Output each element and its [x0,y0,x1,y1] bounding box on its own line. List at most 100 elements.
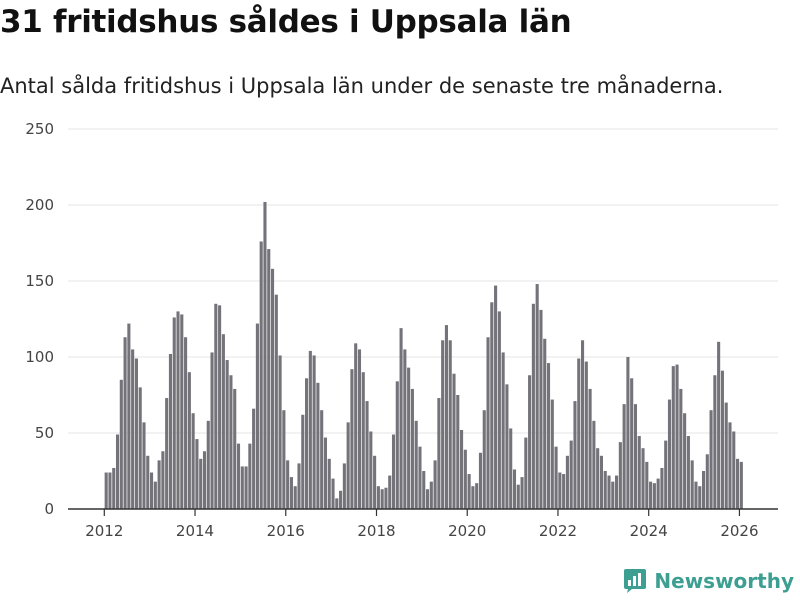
bar [146,455,150,509]
bar [339,490,343,509]
bar [425,489,430,509]
bar [562,474,566,509]
data-labels: 31 [738,110,757,114]
bar [724,402,728,509]
bar [452,373,456,509]
bar [732,431,736,509]
data-label: 31 [738,110,757,114]
bar [115,434,120,509]
bar [403,349,407,509]
bar [656,478,660,509]
bar [637,436,641,509]
bar [686,436,690,509]
bar [236,443,241,509]
bar [577,358,581,509]
bar [286,460,290,509]
bar [615,475,619,509]
bar [736,458,740,509]
bar [229,375,233,509]
bar [456,395,460,509]
bar [441,340,445,509]
bar [486,337,490,509]
y-tick-label: 50 [35,424,54,442]
bar [565,455,569,509]
bar [289,477,293,509]
bar [335,498,339,509]
bar [720,370,724,509]
bar [297,463,301,509]
x-tick-label: 2016 [267,522,305,540]
bar [554,446,558,509]
bar [172,317,176,509]
bar [399,328,403,509]
bar [316,382,320,509]
bar [596,448,600,509]
y-tick-label: 200 [25,196,54,214]
bar [350,369,354,509]
bar [263,201,267,509]
bar [584,361,588,509]
newsworthy-logo-icon [624,569,647,593]
bar [463,449,467,509]
bar [607,475,611,509]
bar [293,486,297,509]
x-tick-label: 2024 [630,522,668,540]
bar [395,381,399,509]
bar [312,355,316,509]
bar [361,372,365,509]
bar [384,487,388,509]
x-tick-label: 2026 [720,522,758,540]
bar [259,241,263,510]
bar [168,353,172,509]
bar [206,420,210,509]
bar [739,461,743,509]
bar [123,337,127,509]
bar [660,467,664,509]
bar [679,388,683,509]
y-tick-label: 150 [25,272,54,290]
bar [630,378,634,509]
bar [248,443,252,509]
bar [652,483,656,509]
bar [539,309,543,509]
bar [573,401,577,509]
bar [327,458,331,509]
bar [380,489,384,509]
bar [161,451,165,509]
x-tick-label: 2012 [85,522,123,540]
bar [195,439,199,509]
bar [437,398,441,509]
bar [649,481,653,509]
bar [184,337,188,509]
bar [187,372,191,509]
bar [558,472,562,509]
bar [478,452,483,509]
bar [323,437,328,509]
bar [448,340,452,509]
bar [543,338,547,509]
bar [603,471,607,509]
bar [422,471,426,509]
bar [599,455,603,509]
bar [308,350,312,509]
bar [305,378,309,509]
bar [429,481,433,509]
bar [108,472,112,509]
bar [509,428,513,509]
bar [626,357,630,509]
bar [153,481,157,509]
bar [210,352,214,509]
bar [365,401,369,509]
bar [112,467,116,509]
bar [331,478,335,509]
bar [675,364,679,509]
bar [505,384,509,509]
bar [357,349,362,509]
y-axis: 0 50 100 150 200 250 [25,120,54,518]
bar [728,422,732,509]
bar [150,472,154,509]
bar [528,375,532,509]
bar [252,408,256,509]
bar [134,358,138,509]
bar [664,440,668,509]
